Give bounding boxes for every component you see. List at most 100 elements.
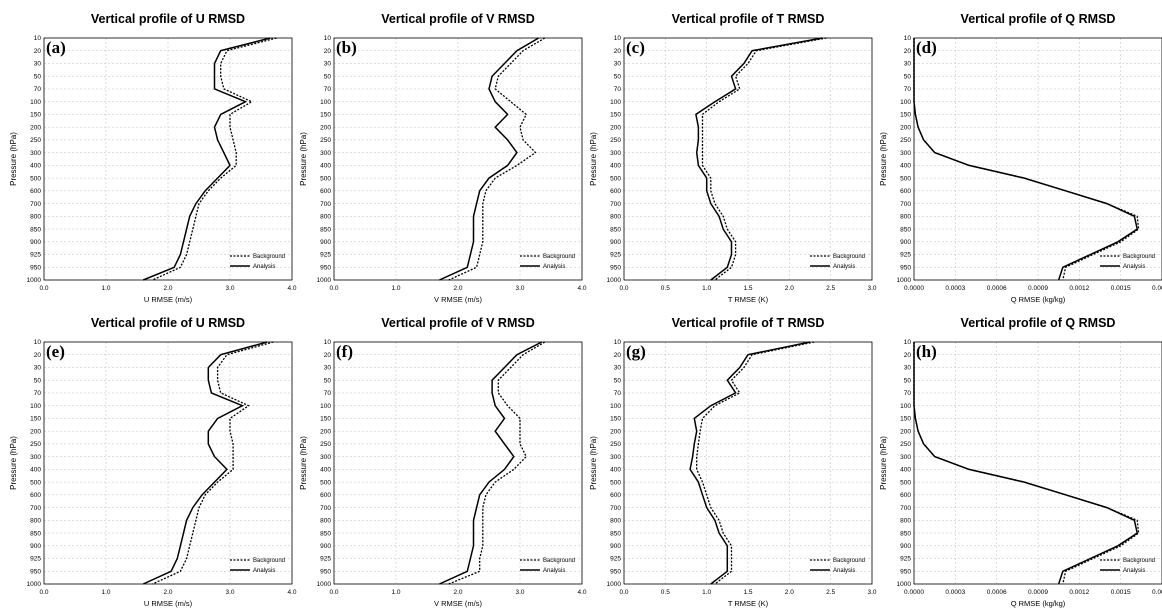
x-tick-label: 1.0 — [391, 285, 400, 292]
y-tick-label: 200 — [320, 124, 331, 131]
y-tick-label: 300 — [610, 454, 621, 461]
y-tick-label: 700 — [30, 201, 41, 208]
y-tick-label: 150 — [900, 416, 911, 423]
y-tick-label: 850 — [320, 530, 331, 537]
panel-title: Vertical profile of U RMSD — [91, 316, 245, 330]
plot-frame — [43, 341, 293, 585]
x-tick-label: 3.0 — [225, 285, 234, 292]
legend-label: Background — [543, 254, 575, 260]
plot-frame — [43, 37, 293, 281]
y-tick-label: 70 — [614, 390, 622, 397]
series-line-analysis — [913, 342, 1139, 585]
y-tick-labels: 10 20 30 50 70 100 150 200 250 300 400 500 600 700 800… — [607, 339, 622, 588]
y-tick-label: 600 — [320, 188, 331, 195]
y-tick-label: 850 — [30, 226, 41, 233]
x-tick-label: 4.0 — [577, 285, 586, 292]
x-tick-label: 0.0012 — [1069, 589, 1089, 596]
panel-f: Vertical profile of V RMSD10203050701001… — [299, 316, 587, 608]
y-tick-label: 400 — [900, 163, 911, 170]
y-tick-label: 850 — [610, 530, 621, 537]
x-tick-label: 4.0 — [287, 589, 296, 596]
y-tick-label: 30 — [324, 365, 332, 372]
y-tick-labels: 10 20 30 50 70 100 150 200 250 300 400 500 600 700 800… — [27, 339, 42, 588]
x-tick-label: 1.0 — [101, 589, 110, 596]
series-line-background — [152, 341, 274, 585]
y-tick-label: 400 — [30, 467, 41, 474]
y-tick-label: 100 — [900, 403, 911, 410]
y-tick-label: 50 — [614, 377, 622, 384]
y-tick-label: 400 — [320, 163, 331, 170]
y-tick-label: 400 — [30, 163, 41, 170]
x-tick-label: 0.0009 — [1028, 285, 1048, 292]
y-tick-label: 500 — [610, 175, 621, 182]
x-tick-label: 1.0 — [702, 285, 711, 292]
y-tick-label: 700 — [320, 201, 331, 208]
y-tick-label: 50 — [904, 377, 912, 384]
legend-label: Analysis — [1123, 264, 1145, 270]
x-tick-labels: 0.0 0.5 1.0 1.5 2.0 2.5 3.0 — [619, 589, 876, 596]
y-tick-label: 200 — [320, 428, 331, 435]
y-tick-label: 50 — [34, 73, 42, 80]
y-tick-labels: 10 20 30 50 70 100 150 200 250 300 400 500 600 700 800… — [607, 35, 622, 284]
legend-label: Background — [543, 558, 575, 564]
y-tick-label: 50 — [614, 73, 622, 80]
y-tick-label: 925 — [30, 252, 41, 259]
x-tick-label: 0.0015 — [1111, 285, 1131, 292]
panel-g: Vertical profile of T RMSD10203050701001… — [589, 316, 877, 608]
plot-frame — [623, 37, 873, 281]
x-axis-label: Q RMSE (kg/kg) — [1011, 599, 1066, 608]
x-tick-labels: 0.0 1.0 2.0 3.0 4.0 — [329, 285, 586, 292]
y-tick-label: 20 — [614, 48, 622, 55]
y-tick-label: 10 — [614, 339, 622, 346]
x-tick-labels: 0.0 1.0 2.0 3.0 4.0 — [39, 285, 296, 292]
y-tick-labels: 10 20 30 50 70 100 150 200 250 300 400 500 600 700 800… — [897, 339, 912, 588]
x-tick-labels: 0.0 1.0 2.0 3.0 4.0 — [329, 589, 586, 596]
y-tick-label: 900 — [900, 543, 911, 550]
panel-title: Vertical profile of Q RMSD — [961, 12, 1116, 26]
y-tick-label: 925 — [900, 556, 911, 563]
series-line-background — [913, 38, 1140, 281]
y-tick-label: 250 — [320, 137, 331, 144]
y-tick-label: 600 — [610, 492, 621, 499]
y-tick-labels: 10 20 30 50 70 100 150 200 250 300 400 500 600 700 800… — [27, 35, 42, 284]
y-tick-label: 70 — [34, 390, 42, 397]
y-tick-label: 10 — [324, 339, 332, 346]
x-tick-label: 0.0018 — [1152, 285, 1162, 292]
y-tick-label: 250 — [30, 441, 41, 448]
legend: Background Analysis — [230, 254, 285, 270]
legend: Background Analysis — [520, 558, 575, 574]
y-tick-label: 850 — [30, 530, 41, 537]
x-tick-label: 2.0 — [785, 589, 794, 596]
legend-label: Analysis — [253, 264, 275, 270]
y-tick-label: 20 — [614, 352, 622, 359]
series-line-background — [913, 342, 1140, 585]
y-tick-label: 20 — [34, 352, 42, 359]
legend-label: Background — [833, 558, 865, 564]
x-axis-label: V RMSE (m/s) — [434, 599, 482, 608]
y-tick-label: 950 — [320, 568, 331, 575]
y-tick-label: 800 — [320, 214, 331, 221]
y-tick-label: 200 — [610, 124, 621, 131]
panel-title: Vertical profile of Q RMSD — [961, 316, 1116, 330]
panel-title: Vertical profile of U RMSD — [91, 12, 245, 26]
y-tick-label: 925 — [610, 252, 621, 259]
y-tick-label: 300 — [320, 454, 331, 461]
y-tick-label: 100 — [610, 99, 621, 106]
y-tick-label: 950 — [30, 264, 41, 271]
y-tick-label: 1000 — [27, 277, 42, 284]
y-tick-label: 10 — [34, 339, 42, 346]
series-line-analysis — [439, 341, 543, 585]
y-tick-label: 800 — [320, 518, 331, 525]
y-tick-label: 925 — [900, 252, 911, 259]
x-tick-label: 3.0 — [225, 589, 234, 596]
plot-frame — [623, 341, 873, 585]
panel-b: Vertical profile of V RMSD10203050701001… — [299, 12, 587, 304]
y-tick-label: 500 — [320, 175, 331, 182]
panel-label: (b) — [336, 38, 357, 57]
y-tick-label: 950 — [900, 264, 911, 271]
x-tick-label: 0.0000 — [904, 589, 924, 596]
y-tick-label: 70 — [324, 390, 332, 397]
y-axis-label: Pressure (hPa) — [299, 436, 308, 490]
panel-label: (d) — [916, 38, 937, 57]
